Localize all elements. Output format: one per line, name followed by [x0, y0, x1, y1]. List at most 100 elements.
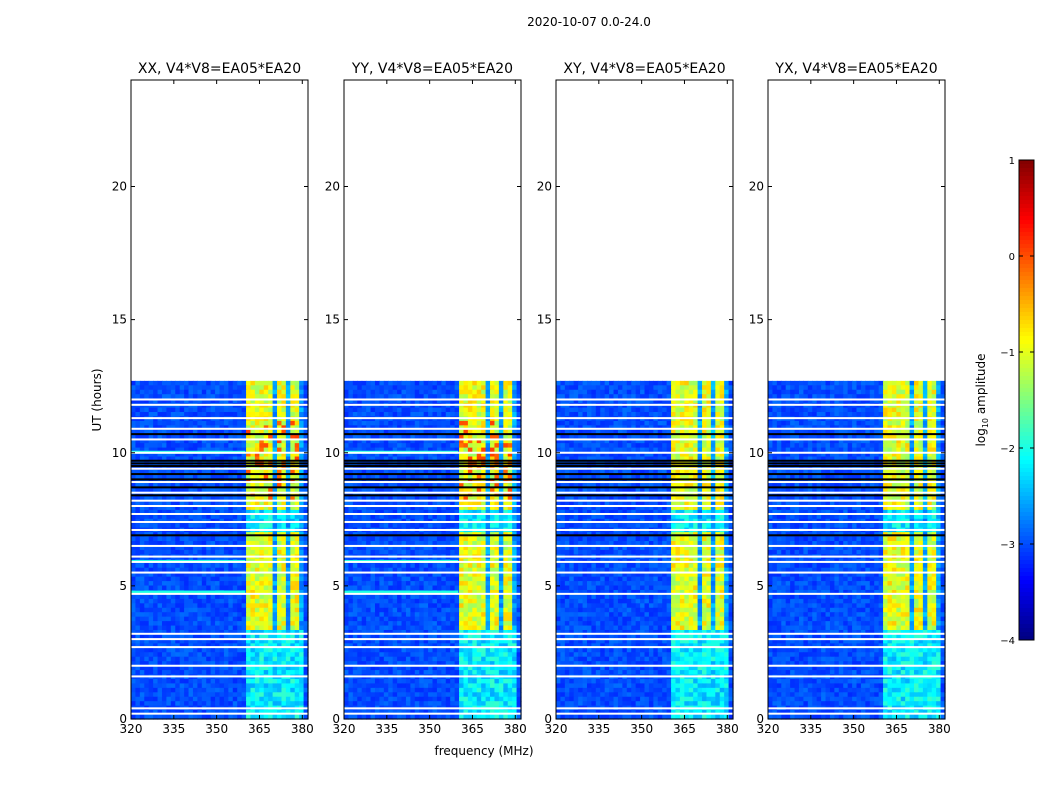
- heatmap-cell: [428, 434, 434, 440]
- heatmap-cell: [357, 385, 363, 391]
- heatmap-cell: [206, 572, 212, 578]
- heatmap-cell: [153, 496, 159, 502]
- heatmap-cell: [175, 545, 181, 551]
- heatmap-cell: [184, 598, 190, 604]
- heatmap-cell: [507, 474, 513, 480]
- heatmap-cell: [148, 630, 154, 636]
- heatmap-cell: [423, 549, 429, 555]
- heatmap-cell: [192, 487, 198, 493]
- heatmap-cell: [175, 567, 181, 573]
- heatmap-cell: [206, 687, 212, 693]
- heatmap-cell: [139, 621, 145, 627]
- heatmap-cell: [498, 509, 504, 515]
- heatmap-cell: [294, 594, 300, 600]
- heatmap-cell: [228, 701, 234, 707]
- heatmap-cell: [516, 576, 522, 582]
- heatmap-cell: [263, 412, 269, 418]
- heatmap-cell: [281, 443, 287, 449]
- heatmap-cell: [144, 483, 150, 489]
- heatmap-cell: [237, 438, 243, 444]
- heatmap-cell: [232, 643, 238, 649]
- heatmap-cell: [507, 407, 513, 413]
- heatmap-cell: [490, 581, 496, 587]
- heatmap-cell: [388, 420, 394, 426]
- heatmap-cell: [401, 487, 407, 493]
- heatmap-cell: [166, 643, 172, 649]
- heatmap-cell: [481, 389, 487, 395]
- heatmap-cell: [232, 509, 238, 515]
- heatmap-cell: [485, 385, 491, 391]
- heatmap-cell: [290, 429, 296, 435]
- heatmap-cell: [228, 500, 234, 507]
- heatmap-cell: [441, 514, 447, 520]
- heatmap-cell: [139, 523, 145, 529]
- heatmap-cell: [175, 385, 181, 391]
- heatmap-cell: [299, 474, 305, 480]
- heatmap-cell: [192, 567, 198, 573]
- heatmap-cell: [254, 621, 260, 627]
- heatmap-cell: [263, 483, 269, 489]
- heatmap-cell: [272, 474, 278, 480]
- heatmap-cell: [184, 665, 190, 671]
- heatmap-cell: [250, 474, 256, 480]
- heatmap-cell: [361, 398, 367, 404]
- heatmap-cell: [405, 434, 411, 440]
- heatmap-cell: [299, 380, 305, 386]
- heatmap-cell: [459, 545, 465, 551]
- heatmap-cell: [223, 407, 229, 413]
- heatmap-cell: [184, 447, 190, 453]
- heatmap-cell: [184, 710, 190, 716]
- heatmap-cell: [246, 514, 252, 520]
- heatmap-cell: [197, 394, 203, 400]
- heatmap-cell: [472, 576, 478, 582]
- heatmap-cell: [285, 683, 291, 689]
- heatmap-cell: [268, 545, 274, 551]
- heatmap-cell: [436, 429, 442, 435]
- heatmap-cell: [197, 509, 203, 515]
- heatmap-cell: [237, 541, 243, 547]
- heatmap-cell: [459, 474, 465, 480]
- heatmap-cell: [507, 452, 513, 458]
- heatmap-cell: [366, 509, 372, 515]
- heatmap-cell: [144, 563, 150, 569]
- heatmap-cell: [383, 505, 389, 511]
- heatmap-cell: [246, 576, 252, 582]
- heatmap-cell: [485, 398, 491, 404]
- heatmap-cell: [494, 456, 500, 462]
- heatmap-cell: [237, 429, 243, 435]
- heatmap-cell: [157, 603, 163, 609]
- heatmap-cell: [516, 447, 522, 453]
- heatmap-cell: [432, 496, 438, 502]
- heatmap-cell: [272, 607, 278, 613]
- heatmap-cell: [459, 576, 465, 582]
- heatmap-cell: [397, 429, 403, 435]
- heatmap-cell: [197, 452, 203, 458]
- heatmap-cell: [201, 456, 207, 462]
- heatmap-cell: [503, 496, 509, 502]
- heatmap-cell: [210, 483, 216, 489]
- heatmap-cell: [272, 438, 278, 444]
- heatmap-cell: [263, 598, 269, 604]
- heatmap-cell: [166, 563, 172, 569]
- heatmap-cell: [357, 545, 363, 551]
- heatmap-cell: [507, 420, 513, 426]
- heatmap-cell: [259, 701, 265, 707]
- heatmap-cell: [303, 714, 309, 720]
- heatmap-cell: [223, 483, 229, 489]
- heatmap-cell: [299, 656, 305, 662]
- heatmap-cell: [219, 647, 225, 653]
- heatmap-cell: [206, 607, 212, 613]
- heatmap-cell: [366, 412, 372, 418]
- heatmap-cell: [228, 687, 234, 693]
- heatmap-cell: [131, 567, 137, 573]
- heatmap-cell: [144, 616, 150, 622]
- heatmap-cell: [184, 505, 190, 511]
- heatmap-cell: [388, 500, 394, 507]
- heatmap-cell: [352, 407, 358, 413]
- heatmap-cell: [250, 696, 256, 702]
- heatmap-cell: [290, 670, 296, 676]
- heatmap-cell: [357, 474, 363, 480]
- panel-title: XX, V4*V8=EA05*EA20: [138, 61, 301, 77]
- heatmap-cell: [268, 616, 274, 622]
- heatmap-cell: [237, 496, 243, 502]
